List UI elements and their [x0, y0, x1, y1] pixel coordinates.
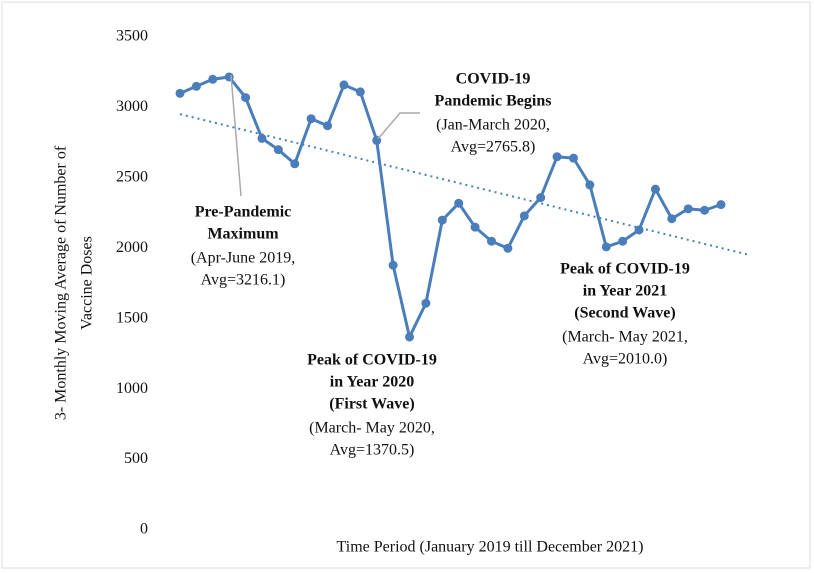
y-tick-label: 0	[140, 521, 148, 538]
data-point	[552, 152, 562, 162]
annotation-detail: Avg=2765.8)	[451, 139, 536, 156]
y-tick-label: 2500	[116, 169, 148, 186]
data-point	[601, 242, 611, 252]
data-point	[306, 114, 316, 124]
data-point	[486, 236, 496, 246]
data-point	[667, 214, 677, 224]
data-point	[470, 222, 480, 232]
annotation-detail: (March- May 2020,	[309, 420, 435, 437]
data-point	[241, 93, 251, 103]
data-point	[323, 121, 333, 131]
data-point	[405, 332, 415, 342]
data-point	[273, 145, 283, 155]
data-point	[519, 211, 529, 221]
annotation-detail: Avg=1370.5)	[330, 442, 415, 459]
annotation-title: in Year 2020	[330, 374, 414, 391]
annotation-detail: (Apr-June 2019,	[191, 250, 296, 267]
data-point	[568, 153, 578, 163]
annotation-title: (Second Wave)	[574, 305, 675, 322]
data-point	[224, 72, 234, 82]
data-point	[716, 200, 726, 210]
annotation-title: COVID-19	[456, 71, 531, 88]
data-point	[191, 81, 201, 91]
data-point	[437, 215, 447, 225]
annotation-title: Peak of COVID-19	[560, 261, 690, 278]
annotation-title: Pre-Pandemic	[195, 204, 292, 221]
y-axis-title: Vaccine Doses	[79, 236, 96, 330]
y-tick-label: 3000	[116, 98, 148, 115]
data-point	[421, 298, 431, 308]
data-point	[618, 236, 628, 246]
y-tick-label: 1000	[116, 380, 148, 397]
annotation-leader	[230, 74, 242, 197]
y-tick-label: 1500	[116, 309, 148, 326]
data-point	[634, 225, 644, 235]
data-point	[536, 193, 546, 203]
annotation-title: (First Wave)	[329, 396, 414, 413]
annotation-title: Peak of COVID-19	[307, 352, 437, 369]
data-point	[585, 180, 595, 190]
data-point	[257, 133, 267, 143]
x-axis-title: Time Period (January 2019 till December …	[337, 539, 644, 556]
annotation-leader	[377, 112, 420, 140]
y-tick-label: 500	[124, 450, 148, 467]
data-point	[339, 80, 349, 90]
data-point	[454, 198, 464, 208]
data-line	[179, 75, 722, 342]
data-point	[683, 204, 693, 214]
annotation-detail: Avg=3216.1)	[201, 272, 286, 289]
trendline	[179, 113, 751, 257]
y-tick-label: 3500	[116, 28, 148, 45]
annotation-detail: Avg=2010.0)	[583, 351, 668, 368]
data-point	[175, 88, 185, 98]
data-point	[290, 159, 300, 169]
data-point	[503, 243, 513, 253]
annotation-title: Maximum	[207, 226, 279, 243]
data-point	[355, 87, 365, 97]
y-axis-title: 3- Monthly Moving Average of Number of	[53, 145, 70, 420]
annotation-title: in Year 2021	[583, 283, 667, 300]
data-point	[208, 74, 218, 84]
data-point	[650, 184, 660, 194]
data-point	[388, 260, 398, 270]
annotation-detail: (Jan-March 2020,	[436, 117, 550, 134]
y-tick-label: 2000	[116, 239, 148, 256]
annotation-title: Pandemic Begins	[435, 93, 552, 110]
data-point	[700, 205, 710, 215]
annotation-detail: (March- May 2021,	[562, 329, 688, 346]
